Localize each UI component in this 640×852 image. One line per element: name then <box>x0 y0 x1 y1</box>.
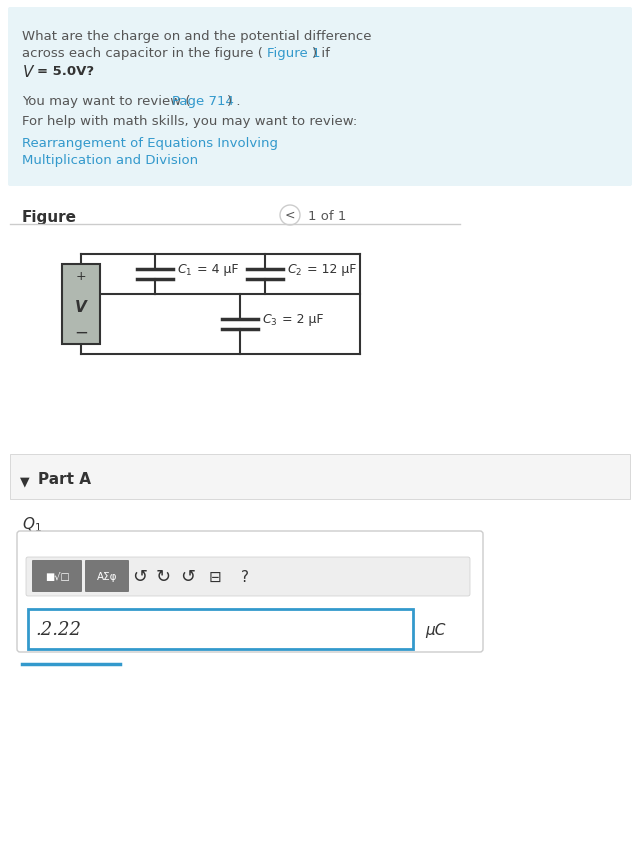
Text: V: V <box>75 299 87 314</box>
Text: $C_2$: $C_2$ <box>287 262 302 277</box>
Text: across each capacitor in the figure (: across each capacitor in the figure ( <box>22 47 263 60</box>
Text: Multiplication and Division: Multiplication and Division <box>22 154 198 167</box>
Text: $C_3$: $C_3$ <box>262 312 278 327</box>
Text: ↻: ↻ <box>156 567 171 585</box>
Bar <box>62 265 100 344</box>
Text: ▼: ▼ <box>20 475 29 487</box>
Text: $V$: $V$ <box>22 64 35 80</box>
Text: μC: μC <box>425 622 445 636</box>
Text: $Q_1$: $Q_1$ <box>22 515 42 533</box>
Text: For help with math skills, you may want to review:: For help with math skills, you may want … <box>22 115 357 128</box>
FancyBboxPatch shape <box>17 532 483 653</box>
Text: Figure 1: Figure 1 <box>267 47 321 60</box>
Text: Rearrangement of Equations Involving: Rearrangement of Equations Involving <box>22 137 278 150</box>
Text: <: < <box>285 208 295 222</box>
Circle shape <box>280 206 300 226</box>
Text: ΑΣφ: ΑΣφ <box>97 572 117 581</box>
Text: ⊟: ⊟ <box>209 569 221 584</box>
Text: You may want to review (: You may want to review ( <box>22 95 191 108</box>
Text: ) .: ) . <box>227 95 241 108</box>
Text: ▶: ▶ <box>30 538 38 547</box>
Text: What are the charge on and the potential difference: What are the charge on and the potential… <box>22 30 371 43</box>
FancyBboxPatch shape <box>26 557 470 596</box>
FancyBboxPatch shape <box>85 561 129 592</box>
Text: View Available Hint(s): View Available Hint(s) <box>46 535 191 549</box>
FancyBboxPatch shape <box>8 8 632 187</box>
Text: = 5.0V?: = 5.0V? <box>37 65 94 78</box>
Text: = 4 μF: = 4 μF <box>197 263 239 276</box>
Text: +: + <box>76 270 86 283</box>
Text: ?: ? <box>241 569 249 584</box>
Text: Part A: Part A <box>38 471 91 486</box>
Text: ↺: ↺ <box>132 567 148 585</box>
Text: −: − <box>74 324 88 342</box>
Text: ↺: ↺ <box>180 567 196 585</box>
FancyBboxPatch shape <box>32 561 82 592</box>
Text: Page 714: Page 714 <box>172 95 234 108</box>
Text: 1 of 1: 1 of 1 <box>308 210 346 222</box>
Text: = 12 μF: = 12 μF <box>307 263 356 276</box>
Text: .2.22: .2.22 <box>35 620 81 638</box>
Text: Figure: Figure <box>22 210 77 225</box>
Text: $C_1$: $C_1$ <box>177 262 193 277</box>
Text: ■√□: ■√□ <box>45 572 69 581</box>
FancyBboxPatch shape <box>28 609 413 649</box>
Text: ) if: ) if <box>312 47 330 60</box>
FancyBboxPatch shape <box>10 454 630 499</box>
Text: = 2 μF: = 2 μF <box>282 314 323 326</box>
